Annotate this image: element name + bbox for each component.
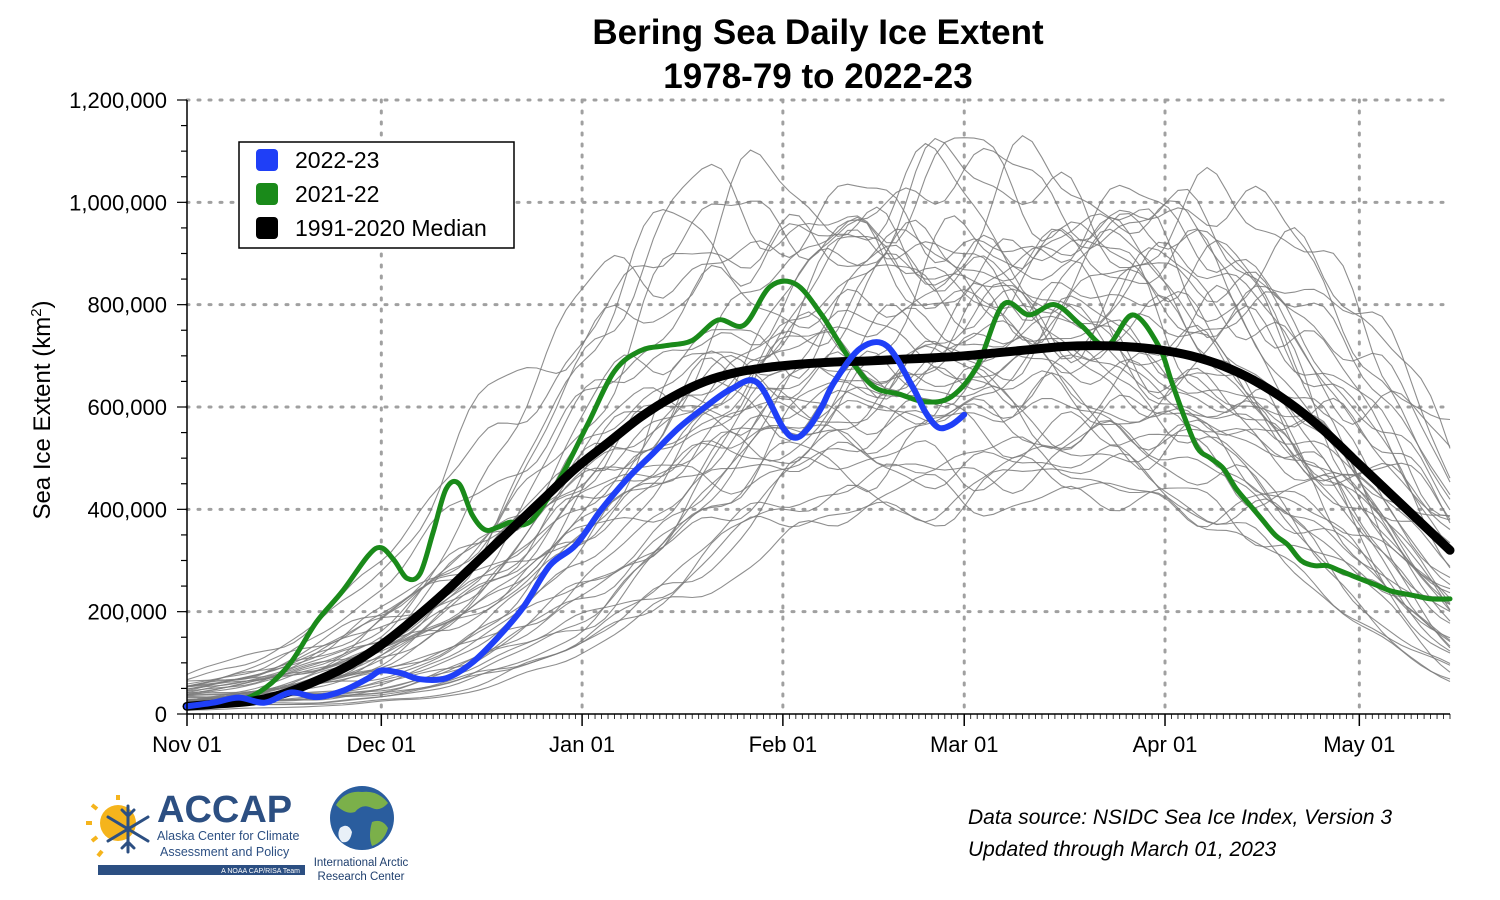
historical-season-line [186,200,1451,695]
legend-box [238,141,515,249]
historical-season-line [186,337,1451,705]
legend-swatch-2022-23 [256,149,278,171]
updated-note: Updated through March 01, 2023 [968,838,1277,861]
axes [177,99,1451,726]
historical-season-line [186,411,1451,708]
x-tick-label: Dec 01 [346,732,416,757]
historical-season-line [186,135,1451,675]
accap-banner [98,865,305,875]
historical-season-line [186,219,1451,705]
historical-season-line [186,455,1451,702]
historical-season-line [186,452,1451,705]
legend: 2022-23 2021-22 1991-2020 Median [238,141,515,249]
x-tick-label: Nov 01 [152,732,222,757]
globe-land-north [336,791,388,813]
historical-season-line [186,320,1451,688]
accap-logo: ACCAP Alaska Center for Climate Assessme… [86,789,305,875]
historical-season-line [186,188,1451,705]
historical-season-line [186,183,1451,702]
y-tick-label: 400,000 [87,497,167,522]
historical-season-line [186,137,1451,694]
chart-title: Bering Sea Daily Ice Extent [592,13,1044,52]
iarc-line1: International Arctic [314,857,409,869]
y-tick-label: 0 [155,702,167,727]
series-line-2021-22 [184,278,1453,709]
x-tick-label: May 01 [1323,732,1395,757]
historical-season-line [186,420,1451,702]
historical-season-line [186,281,1451,694]
accap-line1: Alaska Center for Climate [157,829,299,843]
accap-name: ACCAP [157,789,292,831]
series-line-2022-23 [184,339,968,710]
x-tick-label: Jan 01 [549,732,615,757]
snowflake-icon [106,804,150,854]
historical-season-line [186,357,1451,692]
x-tick-label: Mar 01 [930,732,998,757]
series-line-1991-2020-median [182,341,1455,711]
historical-season-line [186,436,1451,701]
y-tick-label: 200,000 [87,600,167,625]
iarc-logo: International Arctic Research Center [314,786,409,883]
accap-tag: A NOAA CAP/RISA Team [221,868,300,875]
sun-rays-icon [86,795,120,858]
historical-season-line [186,281,1451,696]
legend-label-median: 1991-2020 Median [295,215,487,241]
accap-line2: Assessment and Policy [160,845,290,859]
historical-season-line [186,397,1451,702]
polar-bear-icon [338,825,352,843]
y-tick-label: 600,000 [87,395,167,420]
x-tick-label: Apr 01 [1133,732,1198,757]
y-tick-label: 800,000 [87,293,167,318]
y-axis-label: Sea Ice Extent (km2) [28,300,56,519]
y-axis-label-close: ) [29,300,56,308]
historical-season-line [186,372,1451,703]
legend-swatch-2021-22 [256,183,278,205]
y-axis-label-superscript: 2 [28,308,45,316]
historical-season-line [186,295,1451,704]
iarc-line2: Research Center [318,871,405,883]
historical-season-line [186,473,1451,711]
legend-label-2021-22: 2021-22 [295,181,379,207]
y-tick-label: 1,200,000 [69,88,167,113]
legend-label-2022-23: 2022-23 [295,147,379,173]
historical-season-line [186,147,1451,681]
tick-labels: Nov 01 Dec 01 Jan 01 Feb 01 Mar 01 Apr 01 May … [69,88,1395,757]
chart-subtitle: 1978-79 to 2022-23 [663,57,972,96]
legend-swatch-median [256,217,278,239]
data-source-note: Data source: NSIDC Sea Ice Index, Versio… [968,806,1392,829]
historical-season-line [186,441,1451,695]
y-tick-label: 1,000,000 [69,190,167,215]
x-tick-label: Feb 01 [749,732,818,757]
highlight-series-lines [182,278,1455,711]
y-axis-label-main: Sea Ice Extent (km [29,317,56,520]
historical-season-line [186,213,1451,701]
historical-season-line [186,282,1451,682]
globe-land-east [370,820,388,846]
